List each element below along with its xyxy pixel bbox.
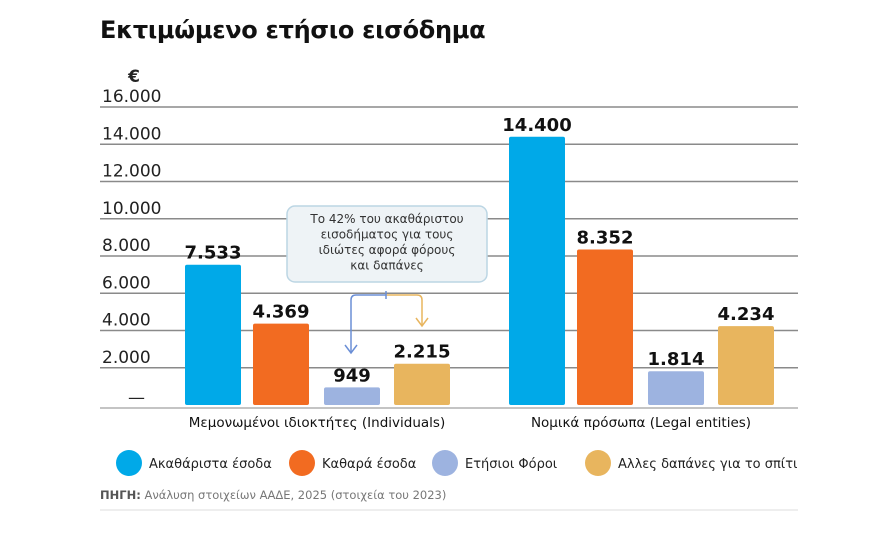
annotation-text: εισοδήματος για τους	[321, 228, 454, 242]
legend-swatch	[289, 450, 315, 476]
bar	[185, 264, 241, 405]
arrow-down-icon	[415, 317, 429, 328]
bar	[577, 249, 633, 405]
y-tick-label: 4.000	[102, 311, 151, 331]
chart-title: Εκτιμώμενο ετήσιο εισόδημα	[100, 16, 486, 44]
legend-label: Ακαθάριστα έσοδα	[149, 457, 272, 472]
bar	[253, 323, 309, 405]
y-axis-label: €	[127, 67, 140, 87]
bar	[394, 363, 450, 405]
bar	[648, 371, 704, 405]
bar	[718, 326, 774, 405]
arrow-line	[386, 294, 423, 325]
source-text: Ανάλυση στοιχείων ΑΑΔΕ, 2025 (στοιχεία τ…	[141, 488, 447, 502]
data-label: 14.400	[502, 115, 571, 136]
legend-label: Καθαρά έσοδα	[322, 457, 416, 472]
source-note: ΠΗΓΗ: Ανάλυση στοιχείων ΑΑΔΕ, 2025 (στοι…	[100, 488, 446, 502]
y-tick-label: 10.000	[102, 199, 161, 219]
y-tick-label: —	[128, 388, 145, 408]
legend-label: Αλλες δαπάνες για το σπίτι	[618, 457, 797, 472]
y-tick-label: 16.000	[102, 87, 161, 107]
legend-swatch	[585, 450, 611, 476]
legend-swatch	[116, 450, 142, 476]
source-label: ΠΗΓΗ:	[100, 488, 141, 502]
y-tick-label: 8.000	[102, 236, 151, 256]
annotation-text: ιδιώτες αφορά φόρους	[319, 243, 456, 257]
data-label: 7.533	[185, 243, 242, 264]
bar	[324, 387, 380, 405]
category-label: Μεμονωμένοι ιδιοκτήτες (Individuals)	[189, 415, 445, 431]
legend-label: Ετήσιοι Φόροι	[465, 457, 557, 472]
y-tick-label: 2.000	[102, 348, 151, 368]
y-tick-label: 14.000	[102, 124, 161, 144]
data-label: 8.352	[577, 227, 634, 248]
y-tick-label: 12.000	[102, 162, 161, 182]
data-label: 1.814	[648, 349, 705, 370]
arrow-down-icon	[344, 344, 358, 355]
bar	[509, 136, 565, 406]
annotation-box	[286, 205, 488, 283]
legend-swatch	[432, 450, 458, 476]
data-label: 4.369	[253, 302, 310, 323]
data-label: 4.234	[718, 304, 775, 325]
data-label: 949	[333, 365, 371, 386]
y-tick-label: 6.000	[102, 273, 151, 293]
annotation-text: και δαπάνες	[350, 259, 423, 273]
arrow-line	[350, 294, 386, 352]
category-label: Νομικά πρόσωπα (Legal entities)	[531, 415, 751, 431]
data-label: 2.215	[394, 342, 451, 363]
annotation-text: Το 42% του ακαθάριστου	[309, 212, 463, 226]
